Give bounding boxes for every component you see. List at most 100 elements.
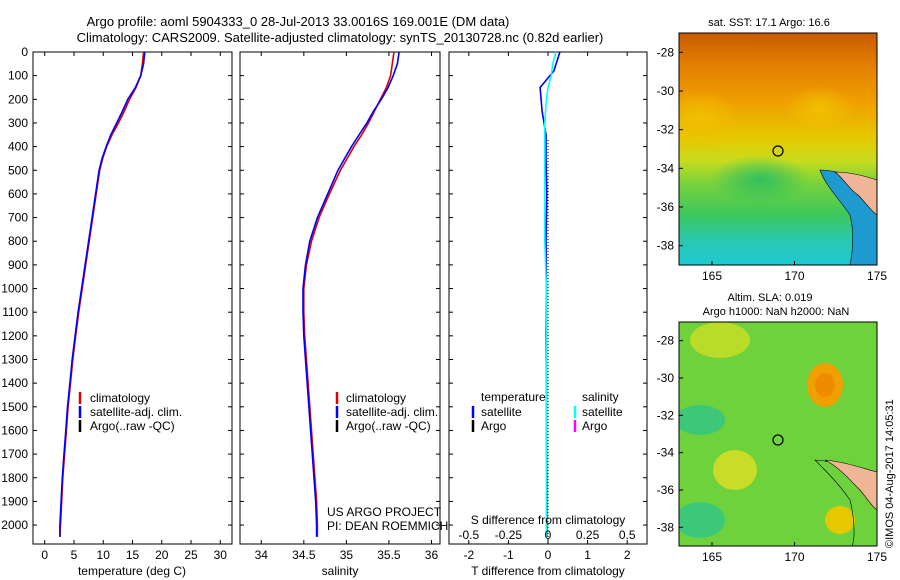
- legend-t-satellite-label: satellite: [481, 405, 522, 419]
- temperature-xlabel: temperature (deg C): [78, 564, 186, 578]
- x-tick-label: 34: [255, 548, 269, 562]
- legend-argo-label: Argo(..raw -QC): [346, 419, 431, 433]
- depth-tick-label: 1300: [1, 353, 28, 367]
- salinity-axes-box: [239, 51, 441, 545]
- salinity-panel: 34 34.5 35 35.5 36 salinity climatology sate…: [239, 51, 448, 578]
- sst-anomaly: [679, 90, 740, 150]
- legend-temperature-heading: temperature: [481, 390, 546, 404]
- series-satellite: [302, 51, 400, 537]
- depth-tick-label: 200: [8, 92, 28, 106]
- salinity-x-axis: 34 34.5 35 35.5 36: [255, 52, 439, 562]
- sla-map-title: Altim. SLA: 0.019: [728, 292, 813, 304]
- depth-tick-label: 1900: [1, 494, 28, 508]
- sla-map: Altim. SLA: 0.019 Argo h1000: NaN h2000:…: [657, 292, 888, 564]
- legend-t-argo-label: Argo: [481, 419, 507, 433]
- x-tick-label: 10: [97, 548, 111, 562]
- depth-tick-label: 700: [8, 211, 28, 225]
- depth-tick-label: 1600: [1, 423, 28, 437]
- x-tick-label: 2: [624, 548, 631, 562]
- argo-location-marker: [772, 145, 784, 157]
- x-tick-label: 35: [340, 548, 354, 562]
- x-tick-label: 36: [425, 548, 439, 562]
- sst-map-axes: 165 170 175 -28 -30 -32 -34 -36 -38: [657, 45, 888, 283]
- x-tick-label: 5: [71, 548, 78, 562]
- sst-map: sat. SST: 17.1 Argo: 16.6 165 170 175 -28 -3…: [657, 17, 888, 283]
- lon-tick-label: 175: [867, 269, 887, 283]
- legend-s-argo-label: Argo: [582, 419, 608, 433]
- lat-tick-label: -28: [657, 334, 675, 348]
- x-tick-label: -1: [503, 548, 514, 562]
- series-climatology: [59, 51, 145, 537]
- depth-tick-label: 100: [8, 69, 28, 83]
- series-satellite: [59, 51, 146, 537]
- x-tick-label: 34.5: [292, 548, 316, 562]
- salinity-xlabel: salinity: [322, 564, 359, 578]
- temperature-panel: 0100200300400500600700800900100011001200…: [1, 45, 647, 578]
- depth-tick-label: 800: [8, 234, 28, 248]
- legend-satellite-label: satellite-adj. clim.: [90, 405, 182, 419]
- temperature-lines: [59, 51, 146, 537]
- lat-tick-label: -34: [657, 161, 675, 175]
- temperature-legend: climatology satellite-adj. clim. Argo(..…: [78, 391, 182, 433]
- lon-tick-label: 165: [702, 269, 722, 283]
- depth-tick-label: 1500: [1, 400, 28, 414]
- figure-title-line2: Climatology: CARS2009. Satellite-adjuste…: [77, 30, 604, 45]
- lon-tick-label: 170: [784, 269, 804, 283]
- lat-tick-label: -38: [657, 520, 675, 534]
- difference-legend: temperature satellite Argo salinity sate…: [471, 390, 623, 433]
- legend-s-satellite-label: satellite: [582, 405, 623, 419]
- difference-lines: [539, 51, 561, 537]
- project-annotation: US ARGO PROJECT: [327, 505, 442, 519]
- depth-tick-label: 1800: [1, 471, 28, 485]
- lon-tick-label: 175: [867, 550, 887, 564]
- legend-climatology-label: climatology: [90, 391, 150, 405]
- depth-tick-label: 600: [8, 187, 28, 201]
- x-tick-label: 20: [155, 548, 169, 562]
- pi-annotation: PI: DEAN ROEMMICH: [327, 519, 448, 533]
- lon-tick-label: 170: [784, 550, 804, 564]
- legend-satellite-label: satellite-adj. clim.: [346, 405, 438, 419]
- x-tick-label: 30: [214, 548, 228, 562]
- lat-tick-label: -30: [657, 84, 675, 98]
- top-tick-label: 0.25: [576, 528, 600, 542]
- lat-tick-label: -30: [657, 371, 675, 385]
- difference-xlabel: T difference from climatology: [471, 564, 625, 578]
- depth-tick-label: 2000: [1, 518, 28, 532]
- figure-title-line1: Argo profile: aoml 5904333_0 28-Jul-2013…: [87, 14, 510, 29]
- depth-tick-label: 1700: [1, 447, 28, 461]
- series-s-satellite: [544, 51, 557, 537]
- sst-field: [679, 33, 877, 265]
- top-tick-label: 0.5: [619, 528, 636, 542]
- difference-top-xlabel: S difference from climatology: [471, 513, 626, 527]
- difference-top-ticks: -0.5 -0.25 0 0.25 0.5: [458, 528, 635, 542]
- lat-tick-label: -36: [657, 200, 675, 214]
- argo-location-marker: [772, 434, 784, 446]
- land-new-caledonia: [834, 171, 877, 216]
- land-new-caledonia: [824, 459, 877, 511]
- salinity-lines: [302, 51, 400, 537]
- top-tick-label: 0: [545, 528, 552, 542]
- lon-tick-label: 165: [702, 550, 722, 564]
- depth-tick-label: 300: [8, 116, 28, 130]
- imos-watermark: ©IMOS 04-Aug-2017 14:05:31: [884, 399, 896, 548]
- temperature-x-axis: 0 5 10 15 20 25 30: [41, 52, 227, 562]
- sst-anomaly: [785, 85, 855, 135]
- salinity-legend: climatology satellite-adj. clim. Argo(..…: [335, 391, 438, 433]
- depth-tick-label: 1100: [2, 305, 28, 319]
- sst-map-title: sat. SST: 17.1 Argo: 16.6: [708, 17, 830, 29]
- legend-argo-label: Argo(..raw -QC): [90, 419, 175, 433]
- x-tick-label: 35.5: [377, 548, 401, 562]
- x-tick-label: 0: [41, 548, 48, 562]
- depth-tick-label: 1400: [1, 376, 28, 390]
- x-tick-label: -2: [463, 548, 474, 562]
- depth-tick-label: 900: [8, 258, 28, 272]
- lat-tick-label: -36: [657, 483, 675, 497]
- sla-anomaly: [815, 373, 835, 397]
- sst-map-frame: [678, 32, 878, 266]
- sst-anomaly: [710, 155, 810, 205]
- depth-tick-label: 1200: [1, 329, 28, 343]
- legend-salinity-heading: salinity: [582, 390, 619, 404]
- difference-panel: -2 -1 0 1 2 T difference from climatology S …: [448, 51, 648, 578]
- lat-tick-label: -32: [657, 123, 675, 137]
